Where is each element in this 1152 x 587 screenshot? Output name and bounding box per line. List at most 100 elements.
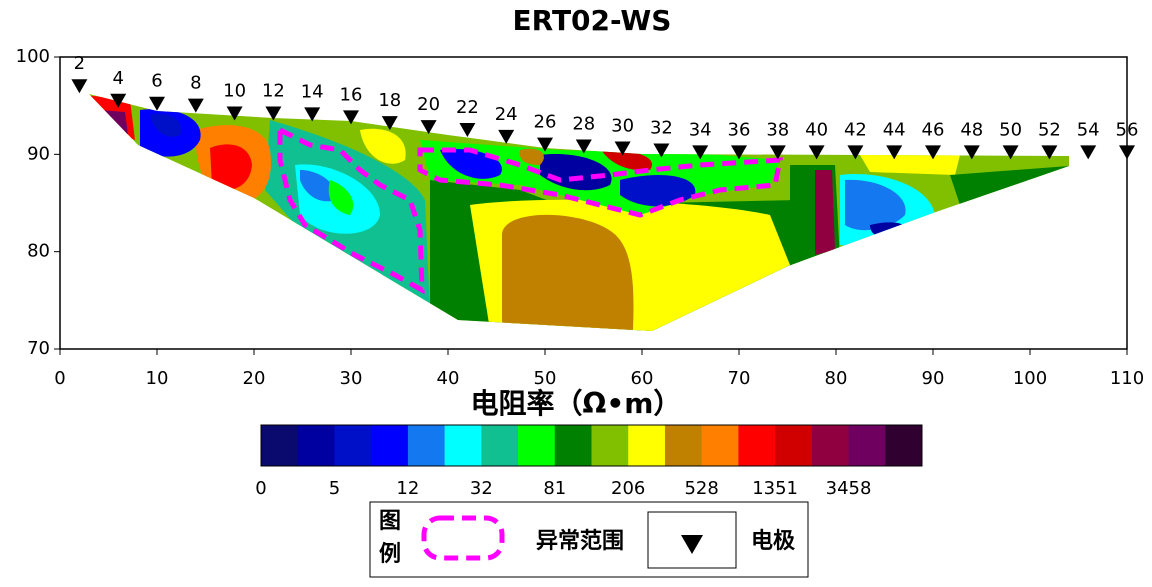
colorbar-title: 电阻率（Ω•m） [471, 387, 682, 420]
electrode [808, 145, 825, 160]
electrode [886, 145, 903, 160]
electrode [692, 145, 709, 160]
electrode [381, 116, 398, 131]
colorbar-swatch [407, 425, 446, 466]
colorbar-tick-label: 3458 [826, 478, 872, 499]
electrode-label: 44 [883, 119, 906, 140]
colorbar-tick-label: 5 [329, 478, 340, 499]
x-tick-label: 110 [1110, 368, 1144, 389]
colorbar-swatch [297, 425, 335, 466]
x-tick-label: 70 [728, 368, 751, 389]
colorbar-swatch [554, 425, 592, 466]
electrode [1002, 145, 1019, 160]
electrode [343, 110, 359, 125]
y-tick-label: 80 [27, 241, 50, 262]
electrode [420, 120, 437, 135]
electrode [149, 96, 165, 111]
electrode-label: 24 [495, 104, 518, 125]
electrode [1080, 145, 1097, 160]
legend-electrode-label: 电极 [751, 529, 796, 554]
electrode-label: 20 [417, 94, 440, 115]
colorbar-swatch [775, 425, 813, 466]
colorbar-tick-label: 81 [543, 478, 566, 499]
colorbar-swatch [701, 425, 739, 466]
electrode-label: 12 [262, 80, 285, 101]
electrode-label: 46 [922, 119, 945, 140]
colorbar-tick-label: 1351 [752, 478, 798, 499]
colorbar-tick-label: 0 [255, 478, 266, 499]
electrode [614, 141, 631, 156]
colorbar-swatch [444, 425, 482, 466]
electrode [1119, 145, 1135, 160]
colorbar-tick-label: 32 [470, 478, 493, 499]
x-tick-label: 20 [243, 368, 266, 389]
electrode [226, 106, 243, 121]
electrode [265, 106, 282, 121]
electrode-label: 4 [112, 68, 123, 89]
electrode-label: 36 [728, 119, 751, 140]
legend-title: 图 [379, 509, 401, 534]
legend-electrode-symbol [681, 535, 703, 554]
x-tick-label: 10 [146, 368, 169, 389]
colorbar-swatch [848, 425, 886, 466]
y-tick-label: 70 [27, 338, 50, 359]
colorbar-swatch [738, 425, 776, 466]
electrode-label: 38 [766, 119, 789, 140]
colorbar-swatch [591, 425, 629, 466]
electrode [925, 145, 941, 160]
electrode-label: 10 [223, 80, 246, 101]
electrode-label: 14 [301, 81, 324, 102]
electrode-label: 52 [1038, 119, 1061, 140]
colorbar-swatch [518, 425, 556, 466]
legend-anomaly-label: 异常范围 [536, 528, 624, 554]
x-tick-label: 50 [534, 368, 557, 389]
legend-electrode-box [647, 511, 737, 569]
electrode-label: 26 [534, 112, 557, 133]
electrode-label: 48 [960, 119, 983, 140]
colorbar-tick-label: 528 [684, 478, 718, 499]
colorbar-swatch [261, 425, 299, 466]
electrode-label: 40 [805, 119, 828, 140]
anomaly-outline [277, 125, 784, 295]
electrode [304, 107, 321, 122]
legend-title: 例 [379, 542, 401, 567]
electrode [537, 137, 553, 152]
x-tick-label: 0 [54, 368, 65, 389]
electrode [769, 145, 786, 160]
plot-frame [59, 56, 1128, 350]
electrode-label: 6 [151, 71, 162, 92]
electrode [847, 145, 864, 160]
electrode-label: 56 [1116, 119, 1139, 140]
electrode [575, 139, 592, 154]
electrode-label: 50 [999, 119, 1022, 140]
electrode-label: 2 [74, 53, 85, 74]
colorbar-swatch [481, 425, 519, 466]
colorbar-swatch [811, 425, 850, 466]
legend-anomaly-swatch [421, 515, 505, 561]
colorbar-swatch [885, 425, 923, 466]
x-tick-label: 30 [340, 368, 363, 389]
chart-title: ERT02-WS [513, 4, 672, 37]
electrode-label: 30 [611, 115, 634, 136]
x-tick-label: 40 [437, 368, 460, 389]
electrode [963, 145, 980, 160]
colorbar-swatch [664, 425, 703, 466]
colorbar-swatch [334, 425, 372, 466]
x-tick-label: 90 [922, 368, 945, 389]
electrode [71, 79, 88, 94]
y-tick-label: 90 [27, 143, 50, 164]
electrode-label: 42 [844, 119, 867, 140]
electrode [731, 145, 747, 160]
colorbar-swatch [628, 425, 666, 466]
electrode-label: 32 [650, 117, 673, 138]
electrode [1041, 145, 1058, 160]
electrode-label: 28 [572, 114, 595, 135]
electrode [459, 123, 476, 137]
electrode-label: 16 [340, 84, 363, 105]
y-tick-label: 100 [16, 46, 50, 67]
colorbar-swatch [371, 425, 409, 466]
colorbar-tick-label: 206 [611, 478, 645, 499]
electrode-label: 34 [689, 119, 712, 140]
electrode [653, 143, 670, 158]
